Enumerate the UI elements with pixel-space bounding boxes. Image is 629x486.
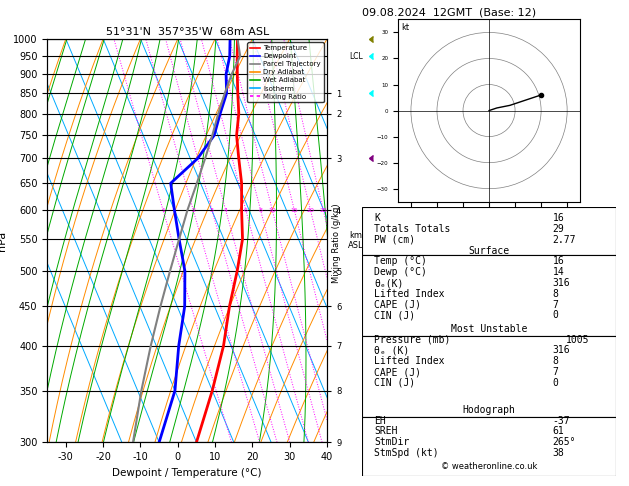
Text: 20: 20	[306, 208, 314, 212]
Text: Mixing Ratio (g/kg): Mixing Ratio (g/kg)	[332, 203, 341, 283]
Text: 8: 8	[553, 356, 559, 366]
Text: K: K	[374, 213, 381, 223]
Text: CAPE (J): CAPE (J)	[374, 299, 421, 310]
Text: Most Unstable: Most Unstable	[451, 324, 527, 334]
Text: EH: EH	[374, 416, 386, 426]
Text: 10: 10	[269, 208, 276, 212]
Legend: Temperature, Dewpoint, Parcel Trajectory, Dry Adiabat, Wet Adiabat, Isotherm, Mi: Temperature, Dewpoint, Parcel Trajectory…	[247, 42, 323, 103]
Text: 316: 316	[553, 346, 571, 355]
FancyBboxPatch shape	[362, 207, 616, 255]
FancyBboxPatch shape	[362, 255, 616, 336]
Text: CAPE (J): CAPE (J)	[374, 367, 421, 377]
Text: Temp (°C): Temp (°C)	[374, 257, 427, 266]
Text: 2.77: 2.77	[553, 235, 576, 245]
Text: CIN (J): CIN (J)	[374, 378, 416, 388]
Text: 16: 16	[553, 213, 564, 223]
Text: Pressure (mb): Pressure (mb)	[374, 335, 451, 345]
Text: 8: 8	[259, 208, 262, 212]
Text: θₑ (K): θₑ (K)	[374, 346, 409, 355]
Text: 15: 15	[291, 208, 298, 212]
Text: Hodograph: Hodograph	[462, 405, 516, 415]
Text: LCL: LCL	[350, 52, 363, 61]
Text: Totals Totals: Totals Totals	[374, 224, 451, 234]
Text: 7: 7	[553, 367, 559, 377]
Text: CIN (J): CIN (J)	[374, 311, 416, 320]
Text: 316: 316	[553, 278, 571, 288]
Text: 7: 7	[553, 299, 559, 310]
Y-axis label: km
ASL: km ASL	[348, 231, 363, 250]
Text: Surface: Surface	[469, 245, 509, 256]
Text: 1005: 1005	[565, 335, 589, 345]
Text: -37: -37	[553, 416, 571, 426]
Text: 2: 2	[191, 208, 195, 212]
Text: 14: 14	[553, 267, 564, 277]
Text: © weatheronline.co.uk: © weatheronline.co.uk	[441, 462, 537, 471]
Text: StmDir: StmDir	[374, 437, 409, 447]
Text: StmSpd (kt): StmSpd (kt)	[374, 448, 439, 458]
Text: 8: 8	[553, 289, 559, 299]
Text: 61: 61	[553, 426, 564, 436]
Text: θₑ(K): θₑ(K)	[374, 278, 404, 288]
Text: 265°: 265°	[553, 437, 576, 447]
Text: SREH: SREH	[374, 426, 398, 436]
Text: 0: 0	[553, 311, 559, 320]
Text: Lifted Index: Lifted Index	[374, 356, 445, 366]
Text: Dewp (°C): Dewp (°C)	[374, 267, 427, 277]
Text: 1: 1	[161, 208, 165, 212]
Y-axis label: hPa: hPa	[0, 230, 8, 251]
FancyBboxPatch shape	[362, 336, 616, 417]
Text: 25: 25	[320, 208, 327, 212]
Text: 16: 16	[553, 257, 564, 266]
Text: 29: 29	[553, 224, 564, 234]
FancyBboxPatch shape	[362, 417, 616, 476]
X-axis label: Dewpoint / Temperature (°C): Dewpoint / Temperature (°C)	[113, 468, 262, 478]
Text: PW (cm): PW (cm)	[374, 235, 416, 245]
Text: Lifted Index: Lifted Index	[374, 289, 445, 299]
Text: 4: 4	[224, 208, 228, 212]
Text: 6: 6	[244, 208, 248, 212]
Title: 51°31'N  357°35'W  68m ASL: 51°31'N 357°35'W 68m ASL	[106, 27, 269, 37]
Text: kt: kt	[401, 23, 409, 32]
Text: 09.08.2024  12GMT  (Base: 12): 09.08.2024 12GMT (Base: 12)	[362, 7, 536, 17]
Text: 0: 0	[553, 378, 559, 388]
Text: 38: 38	[553, 448, 564, 458]
Text: 3: 3	[210, 208, 214, 212]
